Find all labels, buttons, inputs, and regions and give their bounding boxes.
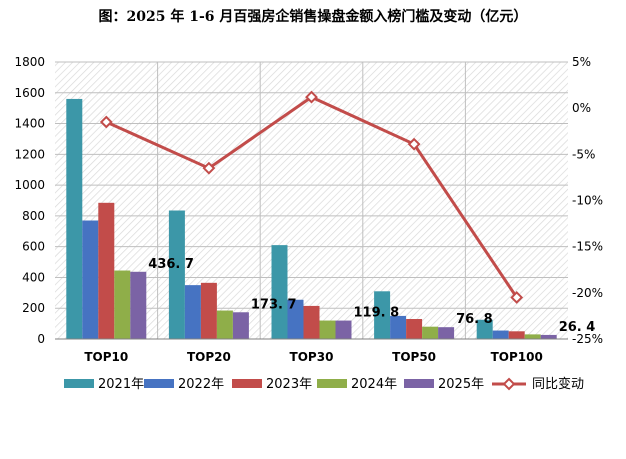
line-marker <box>510 291 524 304</box>
bar-2023年-TOP30 <box>303 305 320 339</box>
bar-2023年-TOP100 <box>508 331 525 339</box>
legend-label: 2021年 <box>98 377 144 392</box>
y-right-tick: 5% <box>572 55 591 69</box>
legend-swatch <box>144 379 174 388</box>
category-label: TOP10 <box>84 350 128 364</box>
data-label: 76. 8 <box>456 312 493 327</box>
y-left-tick: 400 <box>22 270 45 284</box>
bar-2022年-TOP10 <box>82 220 99 339</box>
bar-2022年-TOP20 <box>184 285 201 339</box>
category-label: TOP100 <box>491 350 543 364</box>
y-left-tick: 200 <box>22 301 45 315</box>
data-label: 26. 4 <box>559 320 596 335</box>
bar-2025年-TOP20 <box>232 312 249 339</box>
bar-2024年-TOP10 <box>114 270 131 339</box>
y-right-tick: -10% <box>572 194 603 208</box>
bar-2021年-TOP50 <box>374 291 391 339</box>
bar-2024年-TOP50 <box>422 326 439 339</box>
legend-label: 2022年 <box>178 377 224 392</box>
data-label: 173. 7 <box>251 297 297 312</box>
bar-2021年-TOP30 <box>271 245 288 339</box>
bar-2025年-TOP100 <box>540 334 557 339</box>
category-label: TOP20 <box>187 350 231 364</box>
category-label: TOP30 <box>290 350 334 364</box>
y-left-tick: 1600 <box>14 86 45 100</box>
legend-label: 同比变动 <box>532 376 584 392</box>
bar-2023年-TOP20 <box>200 282 217 339</box>
y-right-tick: -20% <box>572 286 603 300</box>
y-right-tick: 0% <box>572 101 591 115</box>
bar-2024年-TOP20 <box>216 310 233 339</box>
bar-2022年-TOP50 <box>390 315 407 339</box>
y-left-tick: 1000 <box>14 178 45 192</box>
bar-2022年-TOP30 <box>287 299 304 339</box>
bar-2025年-TOP10 <box>130 271 147 339</box>
bar-2024年-TOP100 <box>524 334 541 339</box>
line-marker <box>202 161 216 175</box>
bar-2024年-TOP30 <box>319 320 336 339</box>
line-marker <box>99 115 113 129</box>
line-marker <box>305 90 318 104</box>
data-label: 119. 8 <box>354 306 400 321</box>
bar-2023年-TOP50 <box>406 318 423 339</box>
y-right-tick: -15% <box>572 240 603 254</box>
y-left-tick: 800 <box>22 209 45 223</box>
legend-label: 2023年 <box>266 377 312 392</box>
legend-swatch <box>317 379 347 388</box>
category-label: TOP50 <box>392 350 436 364</box>
y-left-tick: 1800 <box>14 55 45 69</box>
bar-2025年-TOP30 <box>335 320 352 339</box>
bar-2021年-TOP10 <box>66 98 83 339</box>
legend-label: 2024年 <box>351 377 397 392</box>
y-left-tick: 0 <box>37 332 45 346</box>
y-right-tick: -5% <box>572 147 595 161</box>
legend-marker <box>502 377 516 391</box>
bar-2025年-TOP50 <box>438 327 455 339</box>
chart-title: 图：2025 年 1-6 月百强房企销售操盘金额入榜门槛及变动（亿元） <box>98 9 528 25</box>
bar-2021年-TOP100 <box>476 319 493 339</box>
y-left-tick: 600 <box>22 240 45 254</box>
legend-label: 2025年 <box>438 377 484 392</box>
bar-2022年-TOP100 <box>492 330 509 339</box>
bar-2023年-TOP10 <box>98 202 115 339</box>
legend-swatch <box>232 379 262 388</box>
y-left-tick: 1200 <box>14 147 45 161</box>
legend-swatch <box>64 379 94 388</box>
y-right-tick: -25% <box>572 332 603 346</box>
data-label: 436. 7 <box>148 257 194 272</box>
line-marker <box>407 137 421 151</box>
y-left-tick: 1400 <box>14 117 45 131</box>
bar-2021年-TOP20 <box>168 210 185 339</box>
legend-swatch <box>404 379 434 388</box>
